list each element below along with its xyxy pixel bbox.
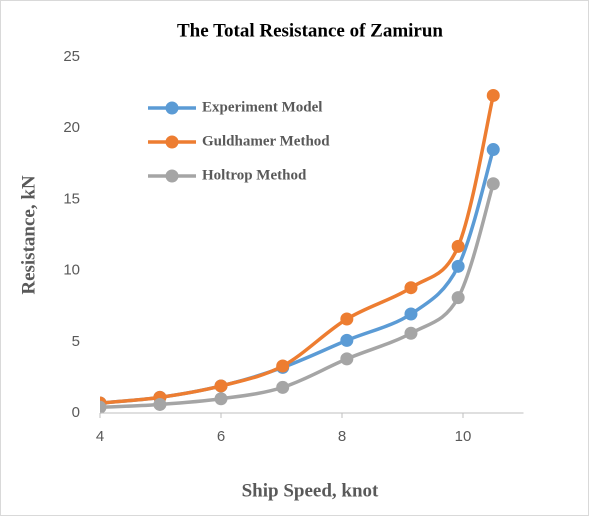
data-point xyxy=(404,281,418,295)
x-tick-label: 6 xyxy=(217,428,225,445)
data-point xyxy=(486,143,500,157)
data-point xyxy=(404,326,418,340)
data-point xyxy=(276,380,290,394)
data-point xyxy=(451,239,465,253)
y-tick-label: 20 xyxy=(63,119,80,136)
series-line xyxy=(100,95,495,405)
x-axis-label: Ship Speed, knot xyxy=(242,480,379,501)
x-tick-label: 4 xyxy=(96,428,104,445)
legend-marker xyxy=(165,101,179,115)
x-tick-label: 8 xyxy=(338,428,346,445)
data-point xyxy=(340,352,354,366)
data-point xyxy=(340,312,354,326)
data-point xyxy=(451,259,465,273)
y-tick-label: 5 xyxy=(72,333,80,350)
plot-area xyxy=(100,88,500,414)
data-point xyxy=(214,379,228,393)
y-tick-label: 0 xyxy=(72,404,80,421)
legend-label: Experiment Model xyxy=(202,99,322,115)
data-point xyxy=(214,392,228,406)
data-point xyxy=(451,291,465,305)
chart-title: The Total Resistance of Zamirun xyxy=(177,20,443,41)
legend-label: Guldhamer Method xyxy=(202,133,330,149)
data-point xyxy=(153,397,167,411)
y-tick-label: 25 xyxy=(63,48,80,65)
data-point xyxy=(340,333,354,347)
x-tick-label: 10 xyxy=(455,428,472,445)
data-point xyxy=(486,177,500,191)
data-point xyxy=(100,400,107,414)
y-axis-label: Resistance, kN xyxy=(18,175,39,295)
y-tick-label: 10 xyxy=(63,262,80,279)
legend-marker xyxy=(165,169,179,183)
legend-marker xyxy=(165,135,179,149)
data-point xyxy=(486,88,500,102)
y-tick-label: 15 xyxy=(63,190,80,207)
data-point xyxy=(276,359,290,373)
data-point xyxy=(404,307,418,321)
legend-label: Holtrop Method xyxy=(202,167,307,183)
